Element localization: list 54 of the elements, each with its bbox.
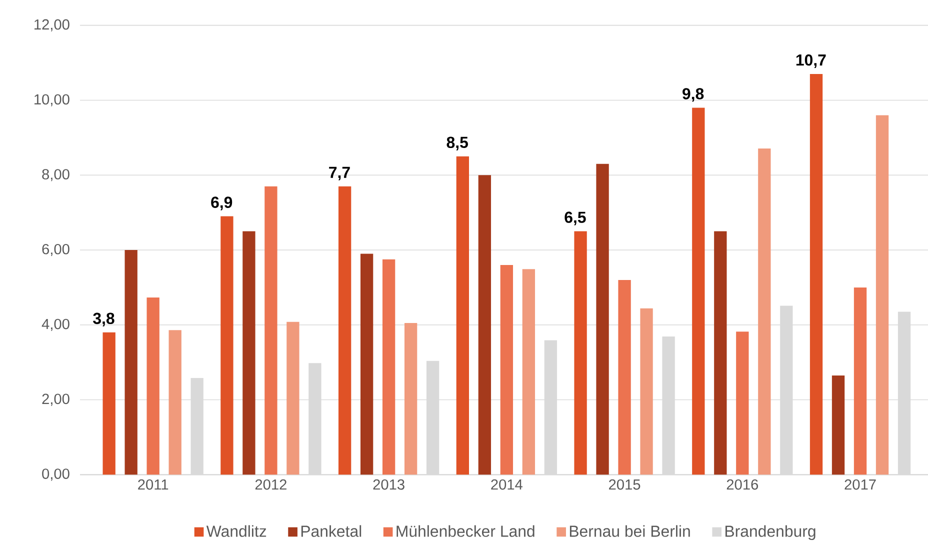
bar [286, 322, 300, 475]
bar [124, 250, 138, 475]
bar [102, 332, 116, 475]
x-tick-label: 2011 [138, 479, 168, 490]
legend-label: Panketal [301, 525, 362, 537]
bar [618, 280, 631, 475]
bar [220, 216, 234, 475]
y-tick-label: 4,00 [42, 318, 70, 331]
bar [456, 156, 470, 475]
bar [146, 298, 160, 475]
bar [714, 231, 727, 475]
data-label: 6,9 [211, 196, 232, 210]
bar [854, 287, 867, 475]
data-label: 3,8 [93, 312, 114, 326]
bar [758, 148, 771, 475]
bar [168, 330, 182, 475]
x-tick-label: 2013 [373, 479, 404, 490]
bar [692, 108, 705, 475]
bar [338, 186, 352, 475]
legend-label: Wandlitz [206, 525, 266, 537]
y-tick-label: 8,00 [42, 169, 70, 182]
bar [596, 164, 609, 475]
bar [876, 115, 889, 475]
bar [360, 254, 374, 475]
bar [522, 269, 536, 475]
bar [500, 264, 514, 475]
bar [404, 323, 418, 475]
y-tick-label: 10,00 [34, 94, 70, 106]
bar [640, 308, 653, 475]
x-tick-label: 2016 [726, 479, 758, 490]
data-label: 10,7 [796, 54, 826, 68]
y-tick-label: 6,00 [42, 244, 70, 256]
x-tick-label: 2012 [255, 479, 286, 490]
bar [382, 259, 396, 475]
data-label: 6,5 [564, 212, 586, 226]
x-tick-label: 2014 [491, 479, 522, 490]
x-tick-label: 2017 [844, 479, 876, 490]
bar [736, 332, 749, 475]
y-tick-label: 2,00 [42, 394, 70, 406]
bar [810, 74, 823, 475]
bar [832, 375, 845, 475]
legend-label: Mühlenbecker Land [396, 525, 534, 537]
data-label: 8,5 [446, 136, 468, 150]
bar [264, 186, 278, 475]
legend-label: Bernau bei Berlin [570, 525, 690, 537]
data-label: 7,7 [329, 166, 350, 180]
x-tick-label: 2015 [609, 479, 640, 490]
bar [574, 231, 587, 475]
y-tick-label: 0,00 [42, 468, 70, 481]
bar [242, 231, 256, 475]
legend-label: Brandenburg [725, 525, 816, 540]
bar [478, 175, 492, 475]
y-tick-label: 12,00 [34, 19, 70, 32]
data-label: 9,8 [682, 88, 704, 102]
